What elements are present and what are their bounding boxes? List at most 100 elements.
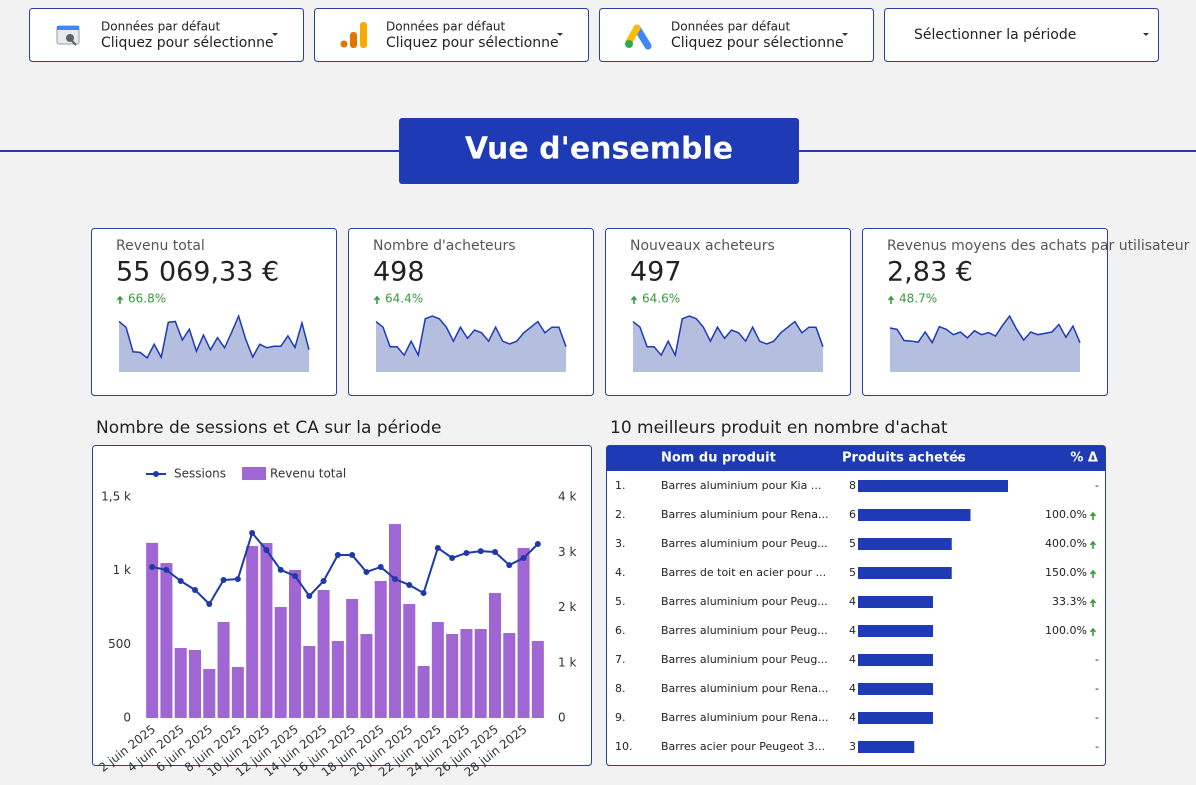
- bar: [146, 542, 159, 718]
- dropdown-arrow: [1143, 33, 1149, 36]
- purchase-count: 6: [849, 508, 856, 521]
- purchase-count: 5: [849, 537, 856, 550]
- section-title-box: [399, 118, 799, 184]
- purchase-count: 4: [849, 624, 856, 637]
- purchase-count: 4: [849, 682, 856, 695]
- up-arrow: [116, 295, 124, 304]
- line-point: [434, 544, 441, 551]
- scorecard-label: Revenu total: [116, 238, 205, 254]
- filter-value: Cliquez pour sélectionne: [671, 35, 844, 51]
- scorecard-change: 48.7%: [899, 292, 937, 306]
- bar: [474, 628, 487, 718]
- bar: [417, 666, 430, 718]
- line-point: [506, 562, 513, 569]
- filter-box[interactable]: [884, 8, 1159, 62]
- line-point: [477, 548, 484, 555]
- delta: -: [1095, 711, 1099, 724]
- table-bar: [858, 567, 952, 579]
- line-point: [492, 548, 498, 555]
- scorecard-value: 498: [373, 257, 425, 288]
- bar: [503, 633, 516, 718]
- column-header: % Δ: [1070, 451, 1098, 466]
- filter-value: Cliquez pour sélectionne: [386, 35, 559, 51]
- line-point: [292, 572, 298, 579]
- bar: [403, 604, 416, 718]
- line-point: [420, 590, 427, 597]
- row-rank: 10.: [615, 740, 633, 753]
- line-point: [277, 566, 284, 573]
- sparkline-line: [375, 315, 567, 358]
- delta: 100.0%: [1045, 624, 1087, 637]
- line-point: [220, 576, 227, 583]
- row-rank: 4.: [615, 566, 626, 579]
- line-point: [249, 529, 256, 536]
- purchase-count: 4: [849, 595, 856, 608]
- table-bar: [858, 596, 933, 608]
- column-header: Nom du produit: [661, 451, 776, 466]
- bar: [160, 563, 173, 718]
- bar: [274, 607, 287, 718]
- y2-tick-label: 1 k: [558, 655, 576, 669]
- purchase-count: 3: [849, 740, 856, 753]
- row-rank: 8.: [615, 682, 626, 695]
- purchase-count: 4: [849, 711, 856, 724]
- filter-box[interactable]: [29, 8, 304, 62]
- product-name: Barres aluminium pour Rena...: [661, 711, 828, 724]
- filter-value: Sélectionner la période: [914, 27, 1076, 43]
- bar: [217, 621, 230, 718]
- filter-label: Données par défaut: [386, 20, 506, 34]
- legend-label: Sessions: [174, 467, 226, 481]
- line-point: [406, 581, 413, 588]
- bar: [289, 569, 301, 718]
- delta: -: [1095, 682, 1099, 695]
- sort-arrow: [956, 457, 962, 460]
- scorecard-label: Revenus moyens des achats par utilisateu…: [887, 238, 1190, 254]
- line-point: [334, 552, 341, 559]
- purchase-count: 8: [849, 479, 856, 492]
- bar: [231, 667, 244, 718]
- bar: [489, 593, 501, 718]
- bar: [174, 647, 187, 718]
- product-name: Barres aluminium pour Peug...: [661, 595, 828, 608]
- bar: [260, 543, 273, 718]
- line-point: [306, 593, 313, 600]
- product-name: Barres aluminium pour Rena...: [661, 508, 828, 521]
- up-arrow: [887, 295, 895, 304]
- filter-box[interactable]: [314, 8, 589, 62]
- y-tick-label: 1,5 k: [101, 490, 131, 504]
- product-name: Barres de toit en acier pour ...: [661, 566, 826, 579]
- scorecard-change: 64.4%: [385, 292, 423, 306]
- line-point: [349, 552, 356, 559]
- bar: [189, 649, 201, 718]
- line-point: [192, 586, 198, 593]
- line-point: [234, 576, 241, 583]
- filter-value: Cliquez pour sélectionne: [101, 35, 274, 51]
- product-name: Barres aluminium pour Kia ...: [661, 479, 821, 492]
- delta: -: [1095, 653, 1099, 666]
- dropdown-arrow: [842, 33, 848, 36]
- filter-box[interactable]: [599, 8, 874, 62]
- delta: 150.0%: [1045, 566, 1087, 579]
- bar: [431, 621, 444, 718]
- line-point: [149, 563, 156, 570]
- product-name: Barres acier pour Peugeot 3...: [661, 740, 825, 753]
- line-point: [363, 568, 370, 575]
- table-bar: [858, 683, 933, 695]
- row-rank: 6.: [615, 624, 626, 637]
- product-name: Barres aluminium pour Peug...: [661, 653, 828, 666]
- product-name: Barres aluminium pour Rena...: [661, 682, 828, 695]
- scorecard-label: Nouveaux acheteurs: [630, 238, 775, 254]
- column-header[interactable]: Produits achetés: [842, 451, 966, 466]
- legend-swatch: [242, 467, 267, 480]
- bar: [203, 668, 216, 718]
- table-bar: [858, 654, 933, 666]
- line: [151, 530, 539, 606]
- y-tick-label: 0: [123, 711, 131, 725]
- scorecard-value: 497: [630, 257, 682, 288]
- purchase-count: 4: [849, 653, 856, 666]
- bar: [531, 640, 544, 718]
- legend-label: Revenu total: [270, 467, 346, 481]
- line-point: [520, 554, 527, 561]
- purchase-count: 5: [849, 566, 856, 579]
